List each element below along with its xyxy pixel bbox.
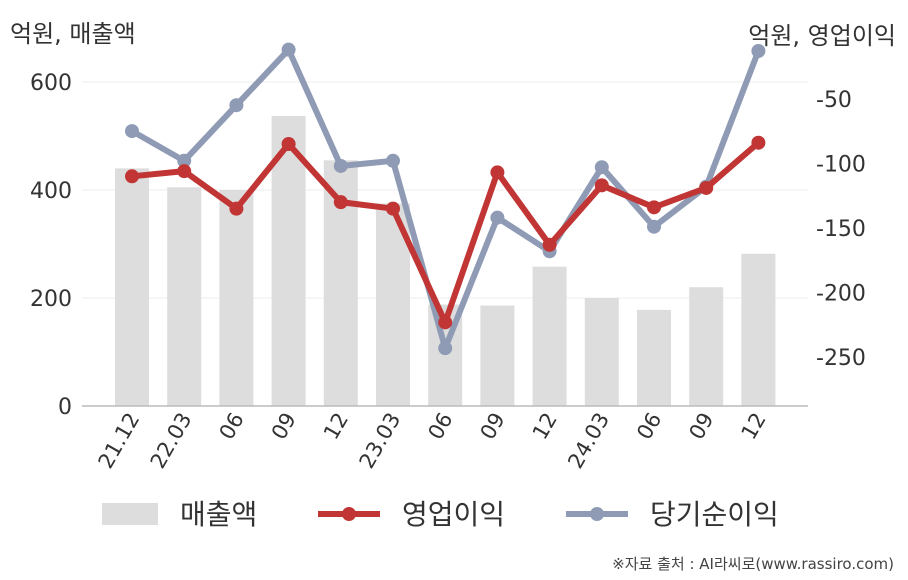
data-point bbox=[125, 124, 139, 139]
data-point bbox=[125, 169, 139, 184]
right-axis-unit-label: 억원, 영업이익 bbox=[748, 22, 896, 50]
line-series bbox=[125, 42, 766, 356]
legend: 매출액 영업이익 당기순이익 bbox=[102, 498, 779, 531]
data-point bbox=[594, 178, 609, 193]
data-point bbox=[438, 315, 453, 330]
left-tick-label: 400 bbox=[30, 179, 72, 204]
left-axis-unit-label: 억원, 매출액 bbox=[10, 20, 136, 48]
data-point bbox=[542, 237, 557, 252]
left-tick-label: 600 bbox=[30, 71, 72, 96]
data-point bbox=[438, 341, 453, 356]
bar bbox=[741, 253, 776, 406]
right-tick-label: -150 bbox=[816, 217, 866, 242]
left-axis-ticks: 0 200 400 600 bbox=[30, 71, 72, 420]
legend-marker bbox=[590, 507, 604, 521]
bars bbox=[115, 116, 776, 407]
left-tick-label: 200 bbox=[30, 287, 72, 312]
legend-label: 당기순이익 bbox=[650, 498, 779, 531]
bar bbox=[584, 298, 619, 406]
data-point bbox=[751, 43, 766, 58]
x-tick-label: 12 bbox=[319, 409, 353, 444]
right-tick-label: -50 bbox=[816, 88, 852, 113]
x-tick-label: 12 bbox=[737, 409, 771, 444]
legend-swatch bbox=[102, 503, 158, 525]
x-tick-label: 09 bbox=[267, 409, 301, 444]
source-note: ※자료 출처 : AI라씨로(www.rassiro.com) bbox=[612, 555, 894, 573]
x-tick-label: 12 bbox=[528, 409, 562, 444]
data-point bbox=[647, 200, 661, 215]
data-point bbox=[699, 180, 714, 195]
data-point bbox=[229, 98, 244, 113]
data-point bbox=[177, 164, 192, 179]
data-point bbox=[386, 153, 400, 168]
data-point bbox=[490, 210, 505, 225]
data-point bbox=[333, 158, 348, 173]
bar bbox=[219, 190, 254, 406]
x-axis-ticks: 21.12 22.03 06 09 12 23.03 06 09 12 24.03 06 09 12 bbox=[93, 409, 770, 473]
left-tick-label: 0 bbox=[58, 395, 72, 420]
data-point bbox=[386, 201, 400, 216]
legend-label: 매출액 bbox=[180, 498, 257, 531]
x-tick-label: 06 bbox=[632, 409, 666, 444]
x-tick-label: 09 bbox=[476, 409, 510, 444]
data-point bbox=[647, 219, 661, 234]
data-point bbox=[594, 160, 609, 175]
legend-label: 영업이익 bbox=[402, 498, 505, 531]
x-tick-label: 24.03 bbox=[563, 409, 614, 473]
right-tick-label: -200 bbox=[816, 282, 866, 307]
right-tick-label: -100 bbox=[816, 152, 866, 177]
data-point bbox=[333, 195, 348, 210]
bar bbox=[637, 309, 671, 406]
data-point bbox=[177, 153, 192, 168]
x-tick-label: 06 bbox=[215, 409, 249, 444]
data-point bbox=[229, 201, 244, 216]
right-axis-ticks: -250 -200 -150 -100 -50 bbox=[816, 88, 866, 371]
x-tick-label: 21.12 bbox=[93, 409, 144, 473]
grid-lines bbox=[82, 81, 808, 299]
data-point bbox=[751, 135, 766, 150]
right-tick-label: -250 bbox=[816, 346, 866, 371]
x-tick-label: 23.03 bbox=[354, 409, 405, 473]
bar bbox=[167, 187, 202, 406]
x-tick-label: 09 bbox=[684, 409, 718, 444]
bar bbox=[271, 116, 306, 407]
legend-marker bbox=[342, 507, 356, 521]
data-point bbox=[281, 42, 296, 57]
bar bbox=[532, 266, 567, 406]
bar bbox=[689, 287, 724, 406]
x-tick-label: 22.03 bbox=[146, 409, 197, 473]
bar bbox=[480, 305, 515, 406]
bar bbox=[115, 168, 149, 406]
data-point bbox=[490, 165, 505, 180]
x-tick-label: 06 bbox=[423, 409, 457, 444]
data-point bbox=[281, 137, 296, 151]
